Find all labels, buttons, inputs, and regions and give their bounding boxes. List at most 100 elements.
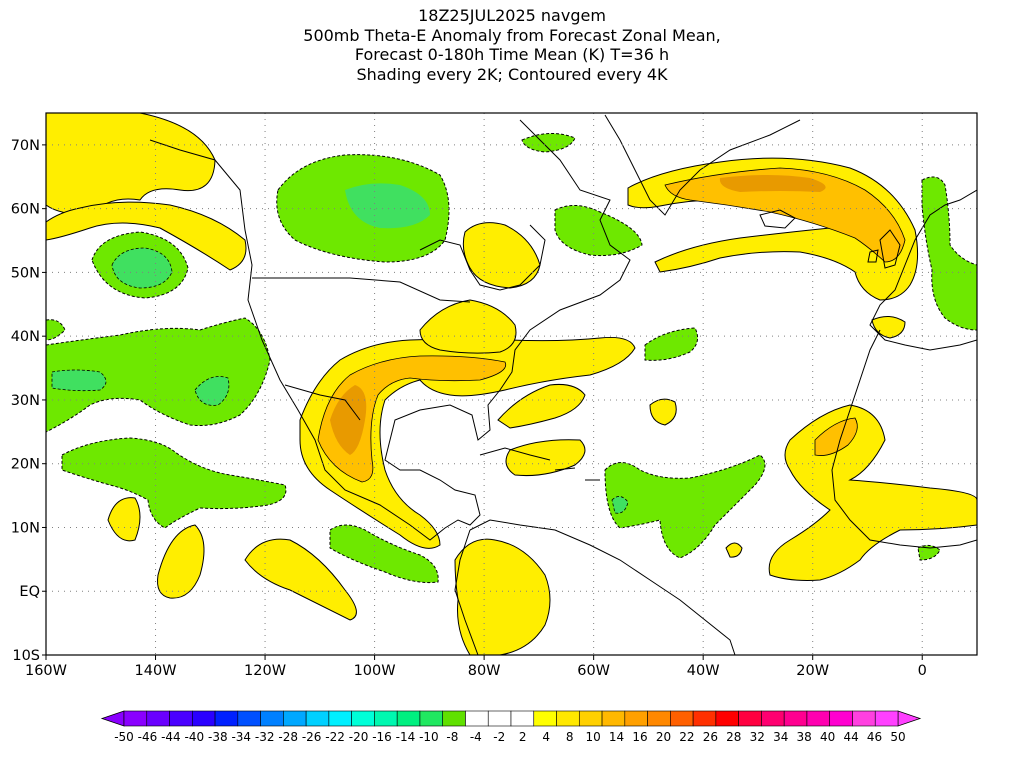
lat-tick-label: 10S — [12, 648, 40, 664]
colorbar-label: 46 — [867, 730, 882, 744]
positive-anomaly-mid-atlantic — [649, 398, 677, 426]
colorbar-label: 14 — [609, 730, 624, 744]
colorbar-swatch — [761, 710, 785, 727]
title-block: 18Z25JUL2025 navgem 500mb Theta-E Anomal… — [0, 6, 1024, 84]
negative-anomaly-west-africa-coast — [917, 544, 941, 561]
lon-tick-label: 60W — [577, 663, 610, 679]
coastline-british-isles — [867, 229, 901, 269]
colorbar-label: 22 — [679, 730, 694, 744]
positive-anomaly-us-core — [317, 355, 507, 483]
coastline-north-america — [149, 119, 631, 541]
positive-anomaly-pacific-mid — [107, 497, 141, 542]
border-us-canada — [252, 277, 471, 303]
positive-anomaly-alaska-west — [46, 113, 216, 216]
colorbar-swatch — [601, 710, 626, 727]
coastlines — [149, 114, 977, 655]
colorbar-swatch — [510, 710, 535, 727]
colorbar-label: -20 — [349, 730, 369, 744]
colorbar-label: 16 — [632, 730, 647, 744]
colorbar-swatch — [146, 710, 170, 727]
border-us-mexico — [284, 384, 361, 421]
coastline-south-america — [454, 519, 736, 655]
title-line-1: 18Z25JUL2025 navgem — [418, 6, 606, 25]
negative-anomaly-mid-atlantic — [644, 327, 699, 361]
lon-tick-label: 40W — [687, 663, 720, 679]
colorbar-swatch — [829, 710, 853, 727]
positive-anomaly-caribbean — [505, 439, 586, 476]
colorbar-label: -22 — [325, 730, 345, 744]
positive-anomaly-west-africa — [768, 404, 977, 581]
colorbar-swatch — [419, 710, 444, 727]
colorbar-swatch — [191, 710, 216, 727]
colorbar-swatch — [578, 710, 603, 727]
colorbar-label: 8 — [566, 730, 574, 744]
negative-anomaly-canada-north-core — [345, 183, 430, 229]
colorbar-label: 38 — [797, 730, 812, 744]
map-frame — [45, 112, 978, 656]
positive-anomaly-greenland-band — [664, 167, 906, 263]
colorbar-swatch — [123, 710, 148, 727]
lat-tick-label: 50N — [11, 265, 40, 281]
colorbar-swatch — [806, 710, 831, 727]
colorbar-label: -16 — [372, 730, 392, 744]
title-line-2: 500mb Theta-E Anomaly from Forecast Zona… — [303, 25, 721, 45]
colorbar-label: 20 — [656, 730, 671, 744]
negative-anomaly-labrador — [554, 205, 643, 256]
colorbar-label: 50 — [890, 730, 905, 744]
positive-anomaly-atlantic-subtropical — [497, 384, 586, 429]
colorbar-swatch — [670, 710, 694, 727]
colorbar-swatch — [738, 710, 762, 727]
lon-tick-label: 160W — [25, 663, 67, 679]
lat-tick-label: 20N — [11, 457, 40, 473]
colorbar-arrow-high — [897, 710, 922, 727]
coastline-europe — [869, 189, 977, 351]
colorbar-swatch — [647, 710, 671, 727]
positive-anomaly-north-atlantic-east — [871, 316, 906, 339]
title-line-3: Forecast 0-180h Time Mean (K) T=36 h — [354, 45, 670, 64]
colorbar-label: -44 — [161, 730, 181, 744]
colorbar-arrow-low — [100, 710, 125, 727]
lat-tick-label: 60N — [11, 202, 40, 218]
positive-anomaly-mexico-core — [330, 385, 367, 455]
positive-anomaly-gulf-of-alaska — [46, 201, 247, 271]
colorbar: -50 -46 -44 -40 -38 -34 -32 -28 -26 -22 -20 -16 -14-… — [100, 710, 922, 744]
colorbar-swatch — [715, 710, 739, 727]
colorbar-label: -28 — [278, 730, 298, 744]
positive-anomaly-sahara-core — [814, 417, 858, 456]
lon-tick-label: 80W — [468, 663, 501, 679]
colorbar-label: -34 — [231, 730, 251, 744]
colorbar-label: -10 — [419, 730, 439, 744]
colorbar-swatch — [852, 710, 876, 727]
colorbar-label: -46 — [138, 730, 158, 744]
map-grid — [46, 113, 977, 655]
lon-tick-label: 0 — [918, 663, 927, 679]
colorbar-label: -50 — [114, 730, 134, 744]
negative-anomaly-atlantic-tropical-core — [611, 496, 629, 514]
negative-anomaly-atlantic-tropical — [604, 454, 766, 559]
colorbar-label: -32 — [255, 730, 275, 744]
positive-anomaly-greenland-core — [719, 175, 826, 192]
colorbar-swatch — [442, 710, 466, 727]
colorbar-swatch — [260, 710, 284, 727]
colorbar-label: 4 — [542, 730, 550, 744]
colorbar-label: 32 — [750, 730, 765, 744]
lon-tick-label: 140W — [135, 663, 177, 679]
negative-anomaly-pacific-tropical — [61, 437, 287, 529]
coastline-hudson-bay — [419, 224, 546, 291]
colorbar-label: 28 — [726, 730, 741, 744]
colorbar-swatch — [305, 710, 330, 727]
negative-anomaly-pacific-east-core — [194, 376, 230, 406]
colorbar-label: 34 — [773, 730, 788, 744]
lon-tick-label: 120W — [244, 663, 286, 679]
coastline-iceland — [759, 209, 796, 229]
negative-anomaly-pacific-subtropical-core — [51, 369, 107, 392]
colorbar-swatch — [214, 710, 239, 727]
colorbar-label: -26 — [302, 730, 322, 744]
colorbar-label: 10 — [585, 730, 600, 744]
positive-anomaly-pacific-west — [157, 524, 205, 599]
colorbar-label: -38 — [208, 730, 228, 744]
colorbar-swatch — [237, 710, 261, 727]
positive-anomaly-south-america — [454, 538, 551, 655]
negative-anomaly-pacific-near-mexico — [329, 524, 439, 583]
lat-tick-label: 70N — [11, 138, 40, 154]
